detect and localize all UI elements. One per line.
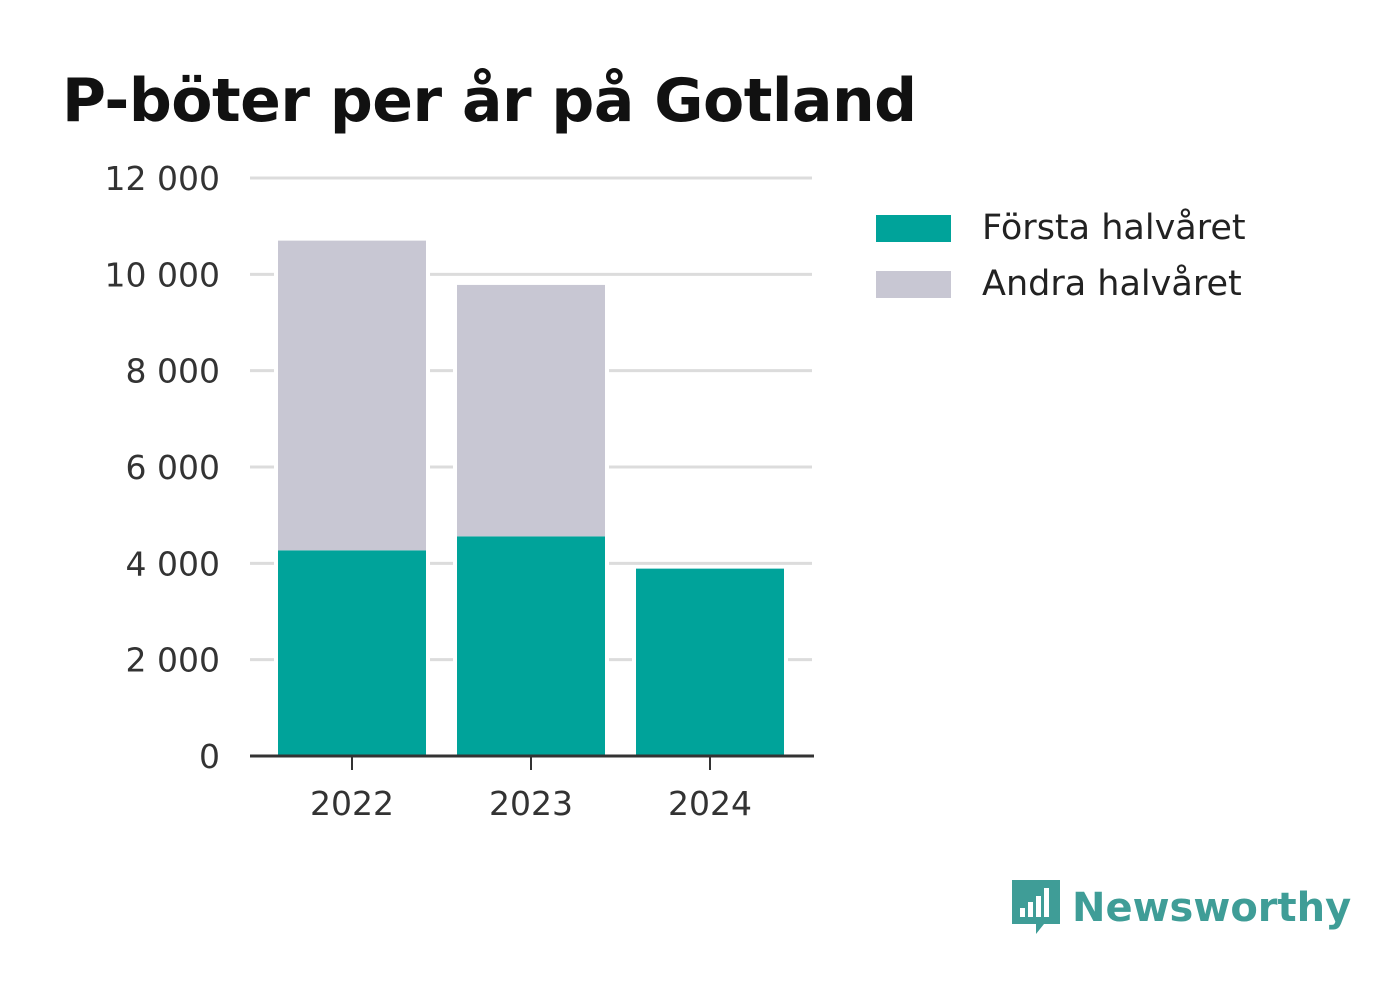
bar-first-half [457, 536, 605, 756]
y-tick-label: 6 000 [126, 448, 220, 487]
legend-label-first-half: Första halvåret [982, 208, 1246, 248]
bar-second-half [457, 284, 605, 537]
newsworthy-logo-icon [1012, 880, 1060, 934]
bar-gap-right [784, 568, 788, 756]
y-tick-label: 10 000 [105, 255, 220, 294]
bar-gap-right [426, 240, 430, 756]
legend: Första halvåret Andra halvåret [876, 200, 1246, 312]
legend-swatch-first-half [876, 214, 951, 242]
chart-title: P-böter per år på Gotland [62, 66, 917, 136]
bar-gap-left [453, 284, 457, 756]
bar-first-half [278, 550, 426, 756]
y-tick-label: 2 000 [126, 641, 220, 680]
x-tick-label: 2023 [489, 784, 573, 823]
legend-swatch-second-half [876, 270, 951, 298]
axes: 0 2 000 4 000 6 000 8 000 10 000 12 000 2022 202… [105, 159, 814, 823]
bar-gap-right [605, 284, 609, 756]
bar-gap-left [632, 568, 636, 756]
legend-item-second-half: Andra halvåret [876, 256, 1246, 312]
y-tick-label: 0 [199, 737, 220, 776]
bar-first-half [636, 568, 784, 756]
legend-item-first-half: Första halvåret [876, 200, 1246, 256]
brand-name: Newsworthy [1072, 885, 1352, 931]
bar-second-half [278, 240, 426, 551]
y-tick-label: 8 000 [126, 352, 220, 391]
x-tick-label: 2024 [668, 784, 752, 823]
x-tick-label: 2022 [310, 784, 394, 823]
brand-logo: Newsworthy [1010, 878, 1351, 938]
y-tick-label: 4 000 [126, 544, 220, 583]
y-tick-label: 12 000 [105, 159, 220, 198]
bars [278, 240, 784, 756]
legend-label-second-half: Andra halvåret [982, 264, 1242, 304]
bar-gap-left [274, 240, 278, 756]
